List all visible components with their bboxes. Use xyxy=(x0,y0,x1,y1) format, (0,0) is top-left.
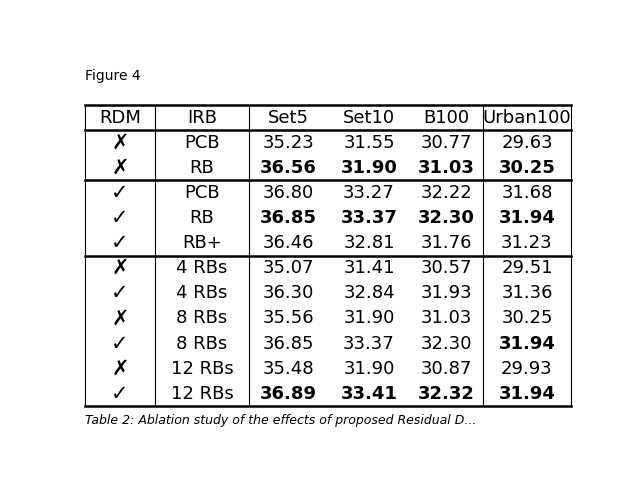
Text: IRB: IRB xyxy=(187,109,217,127)
Text: 8 RBs: 8 RBs xyxy=(176,335,228,352)
Text: RDM: RDM xyxy=(99,109,141,127)
Text: ✗: ✗ xyxy=(111,308,129,328)
Text: ✗: ✗ xyxy=(111,158,129,178)
Text: 29.93: 29.93 xyxy=(501,359,553,378)
Text: 31.03: 31.03 xyxy=(418,159,475,177)
Text: 31.36: 31.36 xyxy=(501,284,553,302)
Text: 4 RBs: 4 RBs xyxy=(176,284,228,302)
Text: 31.90: 31.90 xyxy=(343,309,395,327)
Text: 31.94: 31.94 xyxy=(499,209,556,227)
Text: 30.57: 30.57 xyxy=(420,259,472,277)
Text: 35.07: 35.07 xyxy=(263,259,314,277)
Text: 4 RBs: 4 RBs xyxy=(176,259,228,277)
Text: 31.55: 31.55 xyxy=(343,134,395,152)
Text: 33.37: 33.37 xyxy=(343,335,395,352)
Text: ✗: ✗ xyxy=(111,133,129,153)
Text: 8 RBs: 8 RBs xyxy=(176,309,228,327)
Text: 35.23: 35.23 xyxy=(262,134,314,152)
Text: 31.03: 31.03 xyxy=(420,309,472,327)
Text: 31.90: 31.90 xyxy=(343,359,395,378)
Text: 31.23: 31.23 xyxy=(501,234,553,252)
Text: ✓: ✓ xyxy=(111,183,129,203)
Text: Figure 4: Figure 4 xyxy=(85,69,141,83)
Text: 32.22: 32.22 xyxy=(420,184,472,202)
Text: 31.93: 31.93 xyxy=(420,284,472,302)
Text: 33.41: 33.41 xyxy=(340,385,397,403)
Text: 36.89: 36.89 xyxy=(260,385,317,403)
Text: 32.81: 32.81 xyxy=(343,234,395,252)
Text: RB: RB xyxy=(189,209,214,227)
Text: ✓: ✓ xyxy=(111,233,129,253)
Text: 33.37: 33.37 xyxy=(340,209,397,227)
Text: Urban100: Urban100 xyxy=(483,109,572,127)
Text: 35.48: 35.48 xyxy=(262,359,314,378)
Text: Set10: Set10 xyxy=(343,109,395,127)
Text: 36.85: 36.85 xyxy=(263,335,314,352)
Text: 29.51: 29.51 xyxy=(501,259,553,277)
Text: 31.76: 31.76 xyxy=(420,234,472,252)
Text: 31.41: 31.41 xyxy=(343,259,395,277)
Text: B100: B100 xyxy=(424,109,470,127)
Text: 36.56: 36.56 xyxy=(260,159,317,177)
Text: PCB: PCB xyxy=(184,184,220,202)
Text: 12 RBs: 12 RBs xyxy=(170,385,234,403)
Text: 31.68: 31.68 xyxy=(501,184,553,202)
Text: 29.63: 29.63 xyxy=(501,134,553,152)
Text: RB+: RB+ xyxy=(182,234,222,252)
Text: 31.90: 31.90 xyxy=(340,159,397,177)
Text: 36.46: 36.46 xyxy=(263,234,314,252)
Text: ✓: ✓ xyxy=(111,384,129,404)
Text: 36.30: 36.30 xyxy=(263,284,314,302)
Text: 30.77: 30.77 xyxy=(420,134,472,152)
Text: 36.85: 36.85 xyxy=(260,209,317,227)
Text: Set5: Set5 xyxy=(268,109,309,127)
Text: 32.84: 32.84 xyxy=(343,284,395,302)
Text: 32.30: 32.30 xyxy=(418,209,475,227)
Text: 32.32: 32.32 xyxy=(418,385,475,403)
Text: ✗: ✗ xyxy=(111,258,129,278)
Text: ✓: ✓ xyxy=(111,283,129,303)
Text: 32.30: 32.30 xyxy=(420,335,472,352)
Text: RB: RB xyxy=(189,159,214,177)
Text: Table 2: Ablation study of the effects of proposed Residual D...: Table 2: Ablation study of the effects o… xyxy=(85,414,476,427)
Text: 30.25: 30.25 xyxy=(501,309,553,327)
Text: 35.56: 35.56 xyxy=(262,309,314,327)
Text: 31.94: 31.94 xyxy=(499,335,556,352)
Text: 30.87: 30.87 xyxy=(420,359,472,378)
Text: 12 RBs: 12 RBs xyxy=(170,359,234,378)
Text: PCB: PCB xyxy=(184,134,220,152)
Text: 36.80: 36.80 xyxy=(263,184,314,202)
Text: ✓: ✓ xyxy=(111,334,129,353)
Text: 33.27: 33.27 xyxy=(343,184,395,202)
Text: ✓: ✓ xyxy=(111,208,129,228)
Text: 30.25: 30.25 xyxy=(499,159,556,177)
Text: ✗: ✗ xyxy=(111,358,129,379)
Text: 31.94: 31.94 xyxy=(499,385,556,403)
